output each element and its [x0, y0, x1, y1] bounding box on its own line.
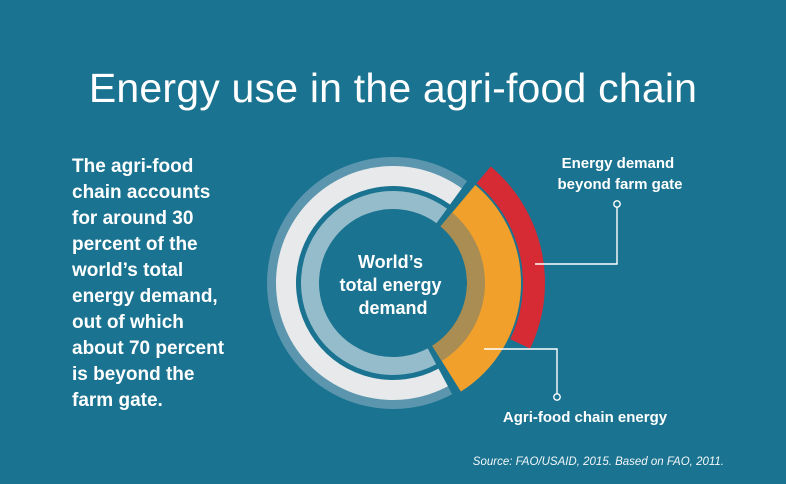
- callout-agrifood-dot: [553, 393, 561, 401]
- callout-beyond-farm-gate-label-line-2: beyond farm gate: [557, 176, 682, 193]
- agrifood-chain-inner-band: [432, 212, 485, 362]
- callout-beyond-farm-gate-dot: [613, 200, 621, 208]
- infographic-title: Energy use in the agri-food chain: [88, 65, 698, 111]
- callout-agrifood-line: [484, 348, 558, 394]
- ring-marks: [267, 157, 545, 409]
- callout-agrifood-label-line-1: Agri-food chain energy: [503, 409, 668, 426]
- callout-beyond-farm-gate-line: [535, 207, 618, 265]
- center-label-line-3: demand: [358, 298, 427, 318]
- center-label: World’s total energy demand: [339, 252, 446, 318]
- callout-beyond-farm-gate-label: Energy demand beyond farm gate: [557, 155, 682, 193]
- center-label-line-2: total energy: [339, 275, 441, 295]
- callout-beyond-farm-gate-label-line-1: Energy demand: [562, 155, 675, 172]
- center-label-line-1: World’s: [358, 252, 423, 272]
- source-citation: Source: FAO/USAID, 2015. Based on FAO, 2…: [472, 456, 724, 468]
- world-demand-inner-ring: [301, 191, 448, 376]
- world-demand-ring: [276, 166, 462, 400]
- description-text: The agri-food chain accounts for around …: [72, 156, 225, 411]
- callout-agrifood-label: Agri-food chain energy: [503, 409, 668, 426]
- beyond-farm-gate-arc: [476, 166, 545, 349]
